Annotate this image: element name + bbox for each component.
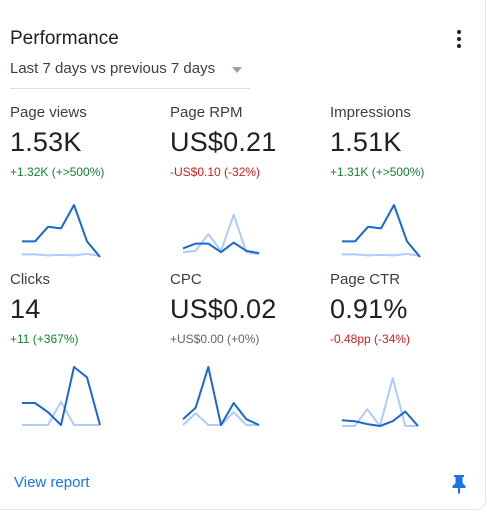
metric-change: +11 (+367%) (10, 332, 79, 346)
previous-period-line (342, 377, 418, 427)
previous-period-line (22, 252, 101, 257)
metric-value: 1.53K (10, 127, 82, 157)
previous-period-line (182, 213, 260, 256)
menu-dot (457, 30, 461, 34)
current-period-line (22, 366, 101, 426)
metric-label: Page views (10, 104, 87, 121)
metric-label: Impressions (330, 104, 411, 121)
metric-change: +US$0.00 (+0%) (170, 332, 260, 346)
metric-page-rpm[interactable]: Page RPM US$0.21 -US$0.10 (-32%) (170, 104, 320, 179)
sparkline-clicks (22, 366, 101, 426)
metric-label: CPC (170, 271, 202, 288)
previous-period-line (342, 252, 421, 257)
sparkline-page-rpm (182, 213, 260, 256)
metric-change: +1.31K (+>500%) (330, 165, 425, 179)
metric-label: Page RPM (170, 104, 243, 121)
more-options-icon[interactable] (450, 28, 468, 50)
period-label: Last 7 days vs previous 7 days (10, 60, 216, 77)
metric-page-views[interactable]: Page views 1.53K +1.32K (+>500%) (10, 104, 160, 179)
metric-impressions[interactable]: Impressions 1.51K +1.31K (+>500%) (330, 104, 480, 179)
caret-down-icon (232, 67, 242, 73)
metric-change: +1.32K (+>500%) (10, 165, 105, 179)
sparkline-cpc (182, 366, 260, 426)
view-report-link[interactable]: View report (14, 474, 90, 491)
metric-label: Page CTR (330, 271, 401, 288)
metric-change: -0.48pp (-34%) (330, 332, 411, 346)
period-dropdown[interactable]: Last 7 days vs previous 7 days (10, 60, 250, 89)
sparkline-page-ctr (341, 377, 419, 427)
metric-value: US$0.02 (170, 294, 277, 324)
sparkline-impressions (342, 204, 421, 258)
metric-label: Clicks (10, 271, 50, 288)
current-period-line (342, 204, 421, 258)
menu-dot (457, 44, 461, 48)
current-period-line (22, 204, 101, 258)
menu-dot (457, 37, 461, 41)
previous-period-line (22, 400, 100, 426)
current-period-line (182, 366, 260, 426)
metric-value: US$0.21 (170, 127, 277, 157)
metric-change: -US$0.10 (-32%) (170, 165, 261, 179)
metric-value: 0.91% (330, 294, 408, 324)
metric-value: 14 (10, 294, 41, 324)
sparkline-page-views (22, 204, 101, 258)
metric-clicks[interactable]: Clicks 14 +11 (+367%) (10, 271, 160, 346)
metric-cpc[interactable]: CPC US$0.02 +US$0.00 (+0%) (170, 271, 320, 346)
current-period-line (182, 241, 260, 255)
metric-value: 1.51K (330, 127, 402, 157)
metric-page-ctr[interactable]: Page CTR 0.91% -0.48pp (-34%) (330, 271, 480, 346)
current-period-line (341, 410, 419, 427)
card-title: Performance (10, 28, 119, 49)
pin-icon[interactable] (451, 474, 467, 499)
